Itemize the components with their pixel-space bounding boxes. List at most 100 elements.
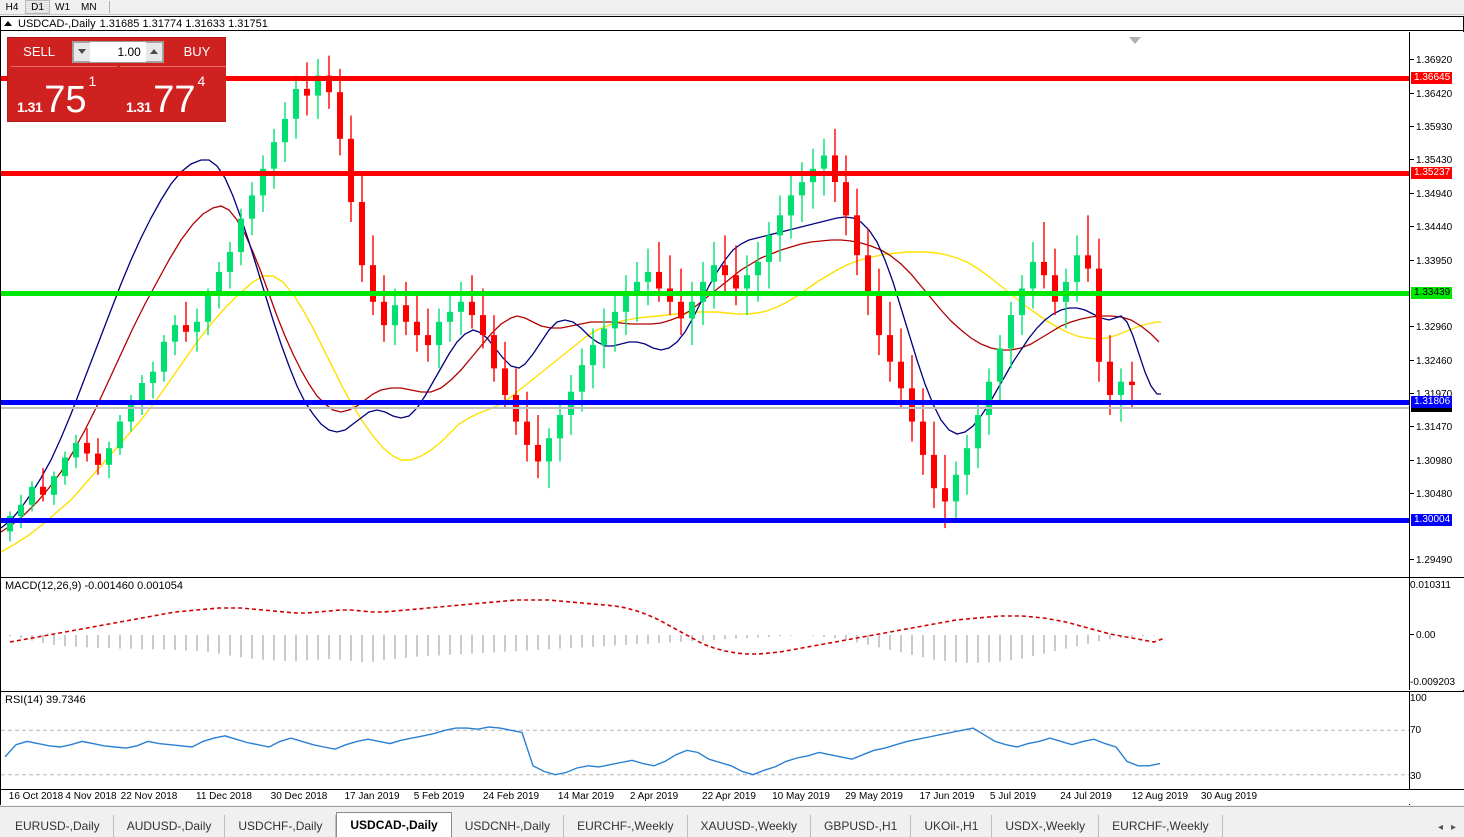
time-axis-label: 2 Apr 2019 [629,791,679,802]
chart-tab-usdchf-daily[interactable]: USDCHF-,Daily [225,815,337,837]
price-tick: 1.33950 [1410,257,1452,267]
time-axis-label: 22 Apr 2019 [702,791,756,802]
time-axis-label: 17 Jan 2019 [344,791,400,802]
timeframe-w1[interactable]: W1 [55,1,70,13]
one-click-trading-panel[interactable]: SELL 1.00 BUY 1.31 75 1 [7,37,226,122]
sell-price-prefix: 1.31 [17,99,43,115]
time-axis-label: 30 Aug 2019 [1200,791,1258,802]
time-axis-label: 30 Dec 2018 [270,791,328,802]
macd-series [9,599,1166,663]
chevron-down-icon [78,49,87,54]
chart-tab-xauusd-weekly[interactable]: XAUUSD-,Weekly [687,815,811,837]
chart-ohlc-values: 1.31685 1.31774 1.31633 1.31751 [99,17,268,30]
time-axis-label: 5 Jul 2019 [989,791,1037,802]
price-tick: 1.30980 [1410,457,1452,467]
timeframe-toolbar: H4 D1 W1 MN [0,0,1464,15]
chart-tab-usdcad-daily[interactable]: USDCAD-,Daily [336,812,452,837]
level-line-pivot-green[interactable] [1,291,1409,296]
price-tick: 1.32460 [1410,357,1452,367]
chart-tab-gbpusd-h1[interactable]: GBPUSD-,H1 [811,815,912,837]
tab-scroll-left-icon[interactable]: ◂ [1437,822,1443,833]
sell-button[interactable]: SELL [23,44,55,59]
price-tick: 1.31470 [1410,423,1452,433]
chart-symbol-label: USDCAD-,Daily [18,17,96,30]
chart-tab-eurusd-daily[interactable]: EURUSD-,Daily [2,815,114,837]
price-tick: 1.35930 [1410,123,1452,133]
price-tick: 1.29490 [1410,556,1452,566]
time-axis-label: 24 Feb 2019 [482,791,540,802]
time-axis-label: 22 Nov 2018 [120,791,178,802]
ma-mid-line [1,205,1160,533]
level-line-resistance-upper[interactable] [1,76,1409,81]
chart-canvas-frame: USDCAD-,Daily 1.31685 1.31774 1.31633 1.… [0,16,1464,805]
time-axis-label: 17 Jun 2019 [919,791,975,802]
volume-increment-button[interactable] [145,41,163,62]
buy-price-big: 77 [153,79,196,121]
chart-title-bar: USDCAD-,Daily 1.31685 1.31774 1.31633 1.… [1,17,1463,31]
time-axis-label: 24 Jul 2019 [1060,791,1112,802]
one-click-quotes-row: 1.31 75 1 1.31 77 4 [8,66,227,122]
rsi-label: RSI(14) 39.7346 [5,694,86,706]
level-badge-resistance-upper[interactable]: 1.36645 [1411,72,1453,84]
volume-input[interactable]: 1.00 [90,41,146,62]
chart-scroll-marker-icon[interactable] [1129,37,1141,44]
sell-price-point: 1 [88,73,97,89]
bid-price-line [1,407,1409,409]
tab-scroll-right-icon[interactable]: ▸ [1450,822,1456,833]
time-axis-label: 29 May 2019 [845,791,903,802]
timeframe-h4[interactable]: H4 [5,1,19,13]
level-badge-support-lower[interactable]: 1.30004 [1411,514,1453,526]
time-axis-label: 14 Mar 2019 [557,791,615,802]
time-axis[interactable]: 16 Oct 2018 4 Nov 2018 22 Nov 2018 11 Dec 2… [1,789,1464,804]
level-line-support-lower[interactable] [1,518,1409,523]
chart-tab-eurchf-weekly-1[interactable]: EURCHF-,Weekly [564,815,688,837]
chart-tab-ukoil-h1[interactable]: UKOil-,H1 [911,815,993,837]
time-axis-label: 10 May 2019 [772,791,830,802]
rsi-pane[interactable]: RSI(14) 39.7346 [1,691,1409,805]
chart-tab-eurchf-weekly-2[interactable]: EURCHF-,Weekly [1099,815,1223,837]
buy-price-display[interactable]: 1.31 77 4 [120,66,226,121]
level-line-resistance-lower[interactable] [1,171,1409,176]
rsi-tick: 30 [1410,771,1422,782]
time-axis-label: 16 Oct 2018 [8,791,64,802]
rsi-series [1,726,1409,776]
price-tick: 1.36920 [1410,56,1452,66]
price-tick: 1.32960 [1410,323,1452,333]
level-badge-support-upper[interactable]: 1.31806 [1411,396,1453,408]
price-tick: 1.30480 [1410,490,1452,500]
price-tick: 1.36420 [1410,90,1452,100]
macd-pane[interactable]: MACD(12,26,9) -0.001460 0.001054 [1,577,1409,690]
price-tick: 1.34940 [1410,190,1452,200]
level-line-support-upper[interactable] [1,400,1409,405]
chart-tab-audusd-daily[interactable]: AUDUSD-,Daily [113,815,226,837]
rsi-tick: 70 [1410,725,1422,736]
volume-stepper[interactable]: 1.00 [72,40,164,63]
rsi-scale: 100 70 30 0 [1409,691,1464,805]
tab-scroll-controls: ◂ ▸ [1438,822,1464,837]
chart-tab-usdcnh-daily[interactable]: USDCNH-,Daily [451,815,565,837]
collapse-triangle-icon[interactable] [4,21,12,26]
time-axis-label: 5 Feb 2019 [413,791,465,802]
rsi-tick: 100 [1410,693,1427,704]
price-pane[interactable] [1,32,1409,577]
macd-scale: 0.010311 0.00 -0.009203 [1409,577,1464,690]
macd-tick: -0.009203 [1410,677,1456,688]
buy-price-prefix: 1.31 [126,99,152,115]
macd-tick: 0.010311 [1410,580,1451,591]
level-badge-resistance-lower[interactable]: 1.35237 [1411,167,1453,179]
sell-price-display[interactable]: 1.31 75 1 [11,66,117,121]
level-badge-pivot-green[interactable]: 1.33439 [1411,287,1453,299]
price-scale[interactable]: 1.36920 1.36420 1.35930 1.35430 1.34940 … [1409,32,1464,599]
volume-decrement-button[interactable] [73,41,91,62]
toolbar-separator [108,1,110,13]
chart-tabs-bar: EURUSD-,Daily AUDUSD-,Daily USDCHF-,Dail… [0,806,1464,837]
time-axis-label: 11 Dec 2018 [196,791,252,802]
buy-button[interactable]: BUY [183,44,211,59]
macd-tick: 0.00 [1410,631,1435,641]
timeframe-mn[interactable]: MN [81,1,97,13]
price-tick: 1.34440 [1410,223,1452,233]
chart-tab-usdx-weekly[interactable]: USDX-,Weekly [992,815,1100,837]
timeframe-d1[interactable]: D1 [25,0,50,14]
time-axis-label: 4 Nov 2018 [65,791,117,802]
